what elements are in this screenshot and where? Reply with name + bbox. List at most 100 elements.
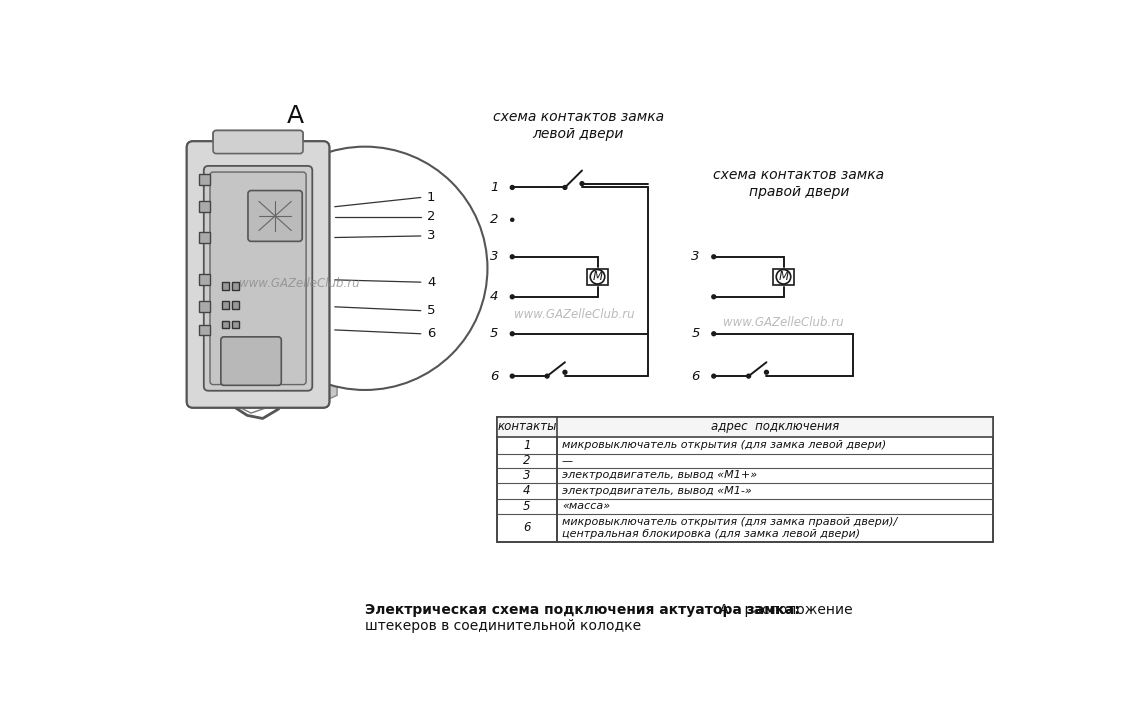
Circle shape xyxy=(511,186,514,189)
Circle shape xyxy=(563,371,567,374)
Text: 5: 5 xyxy=(691,328,700,340)
FancyBboxPatch shape xyxy=(248,191,302,242)
Bar xyxy=(199,202,210,212)
Text: штекеров в соединительной колодке: штекеров в соединительной колодке xyxy=(365,619,641,633)
Text: электродвигатель, вывод «М1+»: электродвигатель, вывод «М1+» xyxy=(562,470,757,480)
Text: 6: 6 xyxy=(427,328,435,340)
Bar xyxy=(199,301,210,312)
Bar xyxy=(588,269,608,285)
FancyBboxPatch shape xyxy=(221,337,282,385)
Bar xyxy=(199,175,210,185)
Bar xyxy=(199,232,210,243)
Text: www.GAZelleClub.ru: www.GAZelleClub.ru xyxy=(514,308,635,321)
Bar xyxy=(199,274,210,285)
Text: 4: 4 xyxy=(427,276,435,289)
Bar xyxy=(232,301,239,309)
Bar xyxy=(222,301,229,309)
Circle shape xyxy=(511,295,514,298)
Circle shape xyxy=(511,332,514,336)
Circle shape xyxy=(511,218,514,221)
Text: схема контактов замка: схема контактов замка xyxy=(493,111,664,124)
Text: www.GAZelleClub.ru: www.GAZelleClub.ru xyxy=(724,316,844,329)
Circle shape xyxy=(764,371,769,374)
Text: —: — xyxy=(562,456,573,466)
Bar xyxy=(199,301,210,312)
Bar xyxy=(222,320,229,328)
Text: 2: 2 xyxy=(523,454,531,467)
Text: левой двери: левой двери xyxy=(533,127,624,141)
Circle shape xyxy=(242,146,487,390)
Circle shape xyxy=(511,374,514,378)
Text: «масса»: «масса» xyxy=(562,502,610,511)
Text: А – расположение: А – расположение xyxy=(716,604,853,617)
Circle shape xyxy=(511,255,514,258)
FancyBboxPatch shape xyxy=(213,130,303,154)
Text: 1: 1 xyxy=(490,181,498,194)
Bar xyxy=(232,320,239,328)
Text: 4: 4 xyxy=(490,290,498,304)
Text: схема контактов замка: схема контактов замка xyxy=(714,168,884,182)
Text: 3: 3 xyxy=(523,469,531,482)
Text: Электрическая схема подключения актуатора замка:: Электрическая схема подключения актуатор… xyxy=(365,604,800,617)
Text: 6: 6 xyxy=(490,370,498,383)
Text: микровыключатель открытия (для замка левой двери): микровыключатель открытия (для замка лев… xyxy=(562,440,886,451)
Bar xyxy=(773,269,793,285)
Circle shape xyxy=(776,269,791,284)
Text: 6: 6 xyxy=(523,521,531,534)
Bar xyxy=(199,325,210,336)
Circle shape xyxy=(711,255,716,258)
Bar xyxy=(199,325,210,336)
Circle shape xyxy=(580,182,583,186)
Text: микровыключатель открытия (для замка правой двери)/
центральная блокировка (для : микровыключатель открытия (для замка пра… xyxy=(562,517,898,539)
Circle shape xyxy=(746,374,751,378)
Bar xyxy=(199,202,210,212)
Bar xyxy=(222,282,229,290)
Bar xyxy=(199,175,210,185)
Text: М: М xyxy=(592,270,603,283)
Circle shape xyxy=(563,186,567,189)
Bar xyxy=(232,320,239,328)
FancyBboxPatch shape xyxy=(213,130,303,154)
Text: 3: 3 xyxy=(490,250,498,264)
Bar xyxy=(497,417,993,542)
Polygon shape xyxy=(323,154,337,402)
Text: правой двери: правой двери xyxy=(748,185,849,199)
Bar xyxy=(232,301,239,309)
Text: 3: 3 xyxy=(691,250,700,264)
Text: www.GAZelleClub.ru: www.GAZelleClub.ru xyxy=(239,277,359,290)
FancyBboxPatch shape xyxy=(204,166,312,391)
Bar xyxy=(232,282,239,290)
Text: М: М xyxy=(779,270,789,283)
Text: 1: 1 xyxy=(523,439,531,452)
Text: 2: 2 xyxy=(490,213,498,226)
Bar xyxy=(497,417,993,437)
FancyBboxPatch shape xyxy=(221,337,282,385)
Circle shape xyxy=(590,269,605,284)
Circle shape xyxy=(545,374,549,378)
Circle shape xyxy=(711,332,716,336)
Bar xyxy=(199,232,210,243)
FancyBboxPatch shape xyxy=(204,166,312,391)
Circle shape xyxy=(711,374,716,378)
Text: 3: 3 xyxy=(427,229,435,242)
Text: 5: 5 xyxy=(523,499,531,513)
Text: 2: 2 xyxy=(427,210,435,223)
FancyBboxPatch shape xyxy=(248,191,302,242)
FancyBboxPatch shape xyxy=(186,141,330,408)
Bar xyxy=(222,301,229,309)
Bar xyxy=(232,282,239,290)
Text: А: А xyxy=(287,104,304,128)
Text: 1: 1 xyxy=(427,191,435,204)
Bar xyxy=(199,274,210,285)
Text: 4: 4 xyxy=(523,484,531,497)
Text: 5: 5 xyxy=(427,304,435,317)
Text: 6: 6 xyxy=(691,370,700,383)
Text: 5: 5 xyxy=(490,328,498,340)
Circle shape xyxy=(711,295,716,298)
FancyBboxPatch shape xyxy=(186,141,330,408)
Text: адрес  подключения: адрес подключения xyxy=(711,421,839,433)
Text: электродвигатель, вывод «М1-»: электродвигатель, вывод «М1-» xyxy=(562,486,752,496)
Bar xyxy=(222,320,229,328)
Bar xyxy=(222,282,229,290)
FancyBboxPatch shape xyxy=(210,172,306,384)
